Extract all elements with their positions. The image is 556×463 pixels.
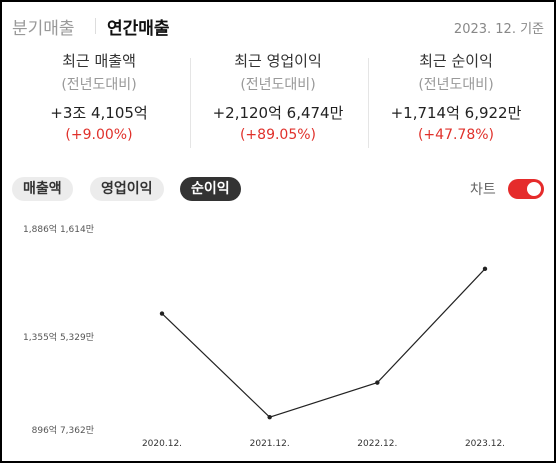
stat-change: (+9.00%) <box>65 127 133 143</box>
x-tick-label: 2023.12. <box>465 439 505 449</box>
stat-revenue: 최근 매출액 (전년도대비) +3조 4,105억 (+9.00%) <box>12 50 186 150</box>
x-tick-label: 2022.12. <box>357 439 397 449</box>
data-point[interactable] <box>482 266 488 272</box>
filter-net-income-chip[interactable]: 순이익 <box>180 177 241 201</box>
data-point[interactable] <box>375 380 380 385</box>
stat-title: 최근 매출액 <box>62 52 136 70</box>
data-point[interactable] <box>267 414 272 420</box>
x-tick-label: 2020.12. <box>142 439 182 449</box>
series-line <box>161 268 486 418</box>
filter-operating-income-chip[interactable]: 영업이익 <box>90 177 164 201</box>
tab-divider <box>95 18 96 34</box>
header: 분기매출 연간매출 2023. 12. 기준 <box>12 12 544 40</box>
stat-value: +3조 4,105억 <box>50 104 148 122</box>
stat-divider <box>190 58 191 148</box>
y-tick-label: 1,355억 5,329만 <box>23 331 94 343</box>
y-tick-label: 1,886억 1,614만 <box>23 223 94 235</box>
chart-toggle[interactable] <box>508 179 544 199</box>
summary-stats: 최근 매출액 (전년도대비) +3조 4,105억 (+9.00%) 최근 영업… <box>12 50 544 150</box>
stat-subtitle: (전년도대비) <box>418 77 494 93</box>
stat-divider <box>368 58 369 148</box>
stat-value: +1,714억 6,922만 <box>390 104 522 122</box>
stat-operating-income: 최근 영업이익 (전년도대비) +2,120억 6,474만 (+89.05%) <box>191 50 365 150</box>
tab-quarterly[interactable]: 분기매출 <box>12 19 75 39</box>
x-tick-label: 2021.12. <box>250 439 290 449</box>
chart-toggle-knob <box>527 182 541 196</box>
stat-title: 최근 순이익 <box>419 52 493 70</box>
stat-change: (+89.05%) <box>239 127 317 143</box>
chart-toggle-label: 차트 <box>470 182 496 198</box>
filter-revenue-chip[interactable]: 매출액 <box>12 177 73 201</box>
stat-change: (+47.78%) <box>417 127 495 143</box>
stat-subtitle: (전년도대비) <box>240 77 316 93</box>
chart-svg: 1,886억 1,614만 1,355억 5,329만 896억 7,362만 202… <box>23 223 505 449</box>
net-income-chart: 1,886억 1,614만 1,355억 5,329만 896억 7,362만 202… <box>2 214 554 454</box>
tab-annual[interactable]: 연간매출 <box>107 19 170 39</box>
stat-subtitle: (전년도대비) <box>61 77 137 93</box>
stat-net-income: 최근 순이익 (전년도대비) +1,714억 6,922만 (+47.78%) <box>369 50 543 150</box>
stat-title: 최근 영업이익 <box>234 52 322 70</box>
y-tick-label: 896억 7,362만 <box>32 424 94 436</box>
data-point[interactable] <box>159 311 165 316</box>
as-of-date: 2023. 12. 기준 <box>453 22 544 37</box>
stat-value: +2,120억 6,474만 <box>212 104 344 122</box>
